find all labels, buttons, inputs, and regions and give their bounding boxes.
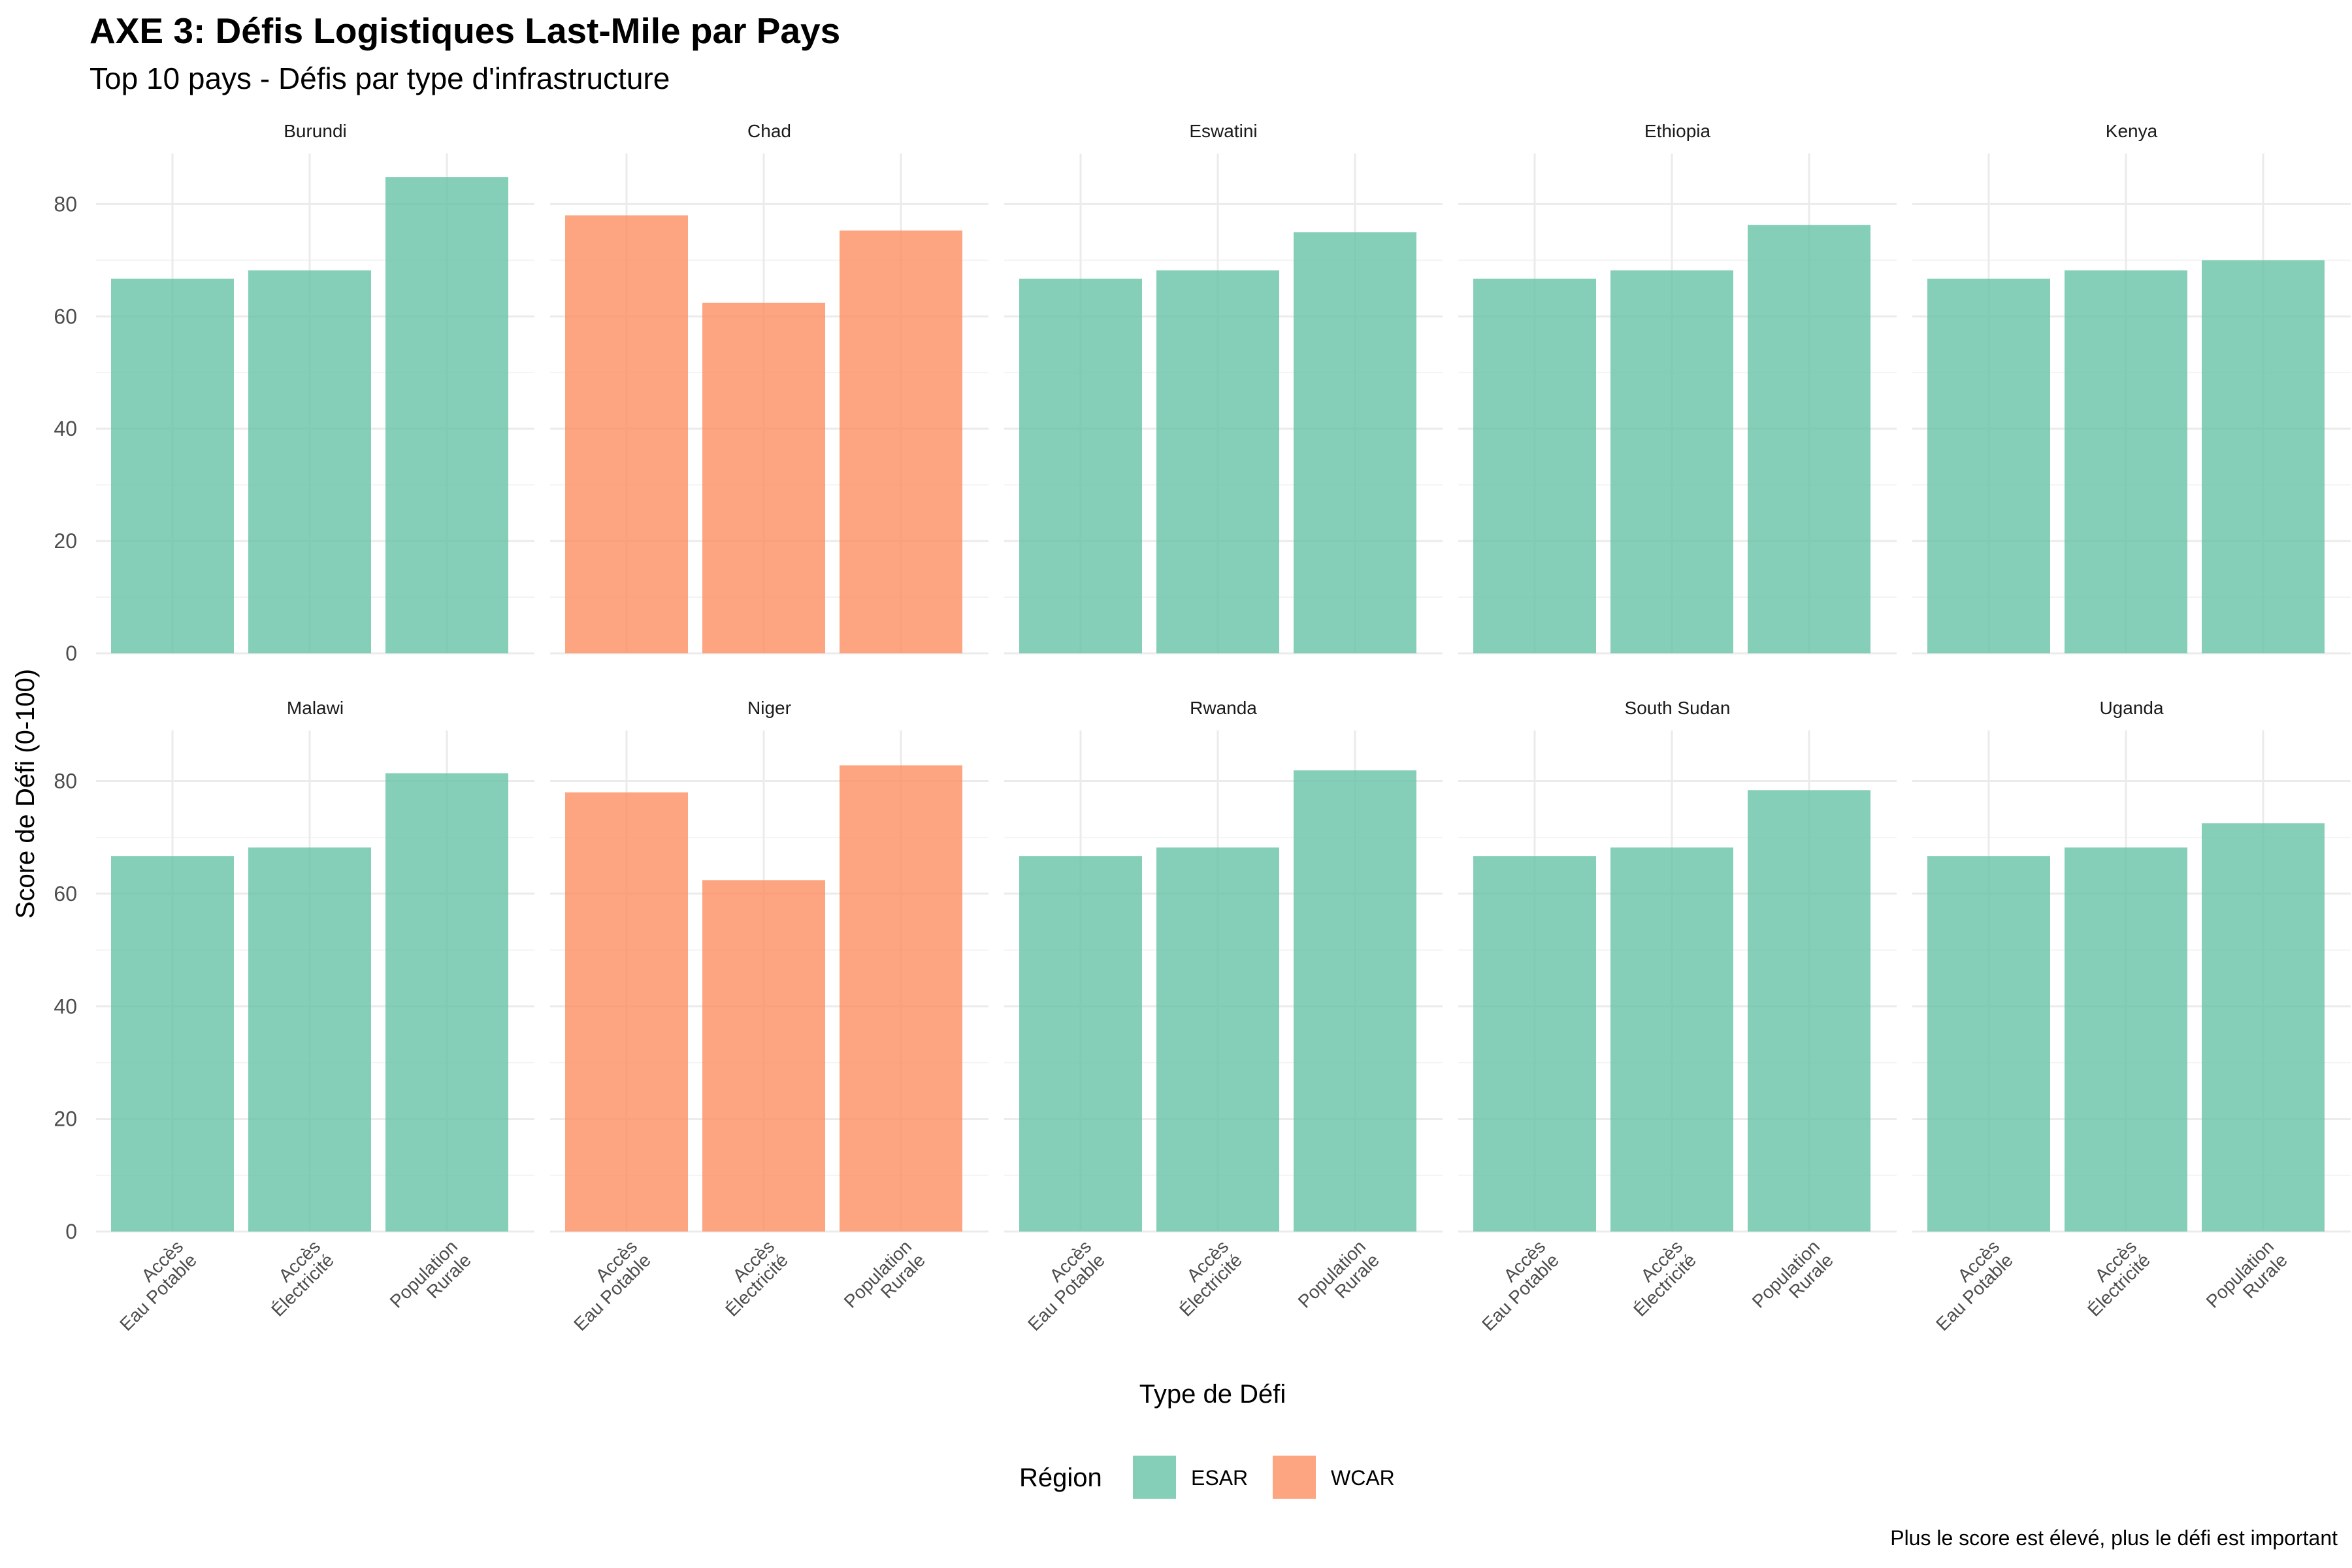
- facet-panels: Burundi 0 20 40 60 80 Chad Eswatini Ethiopia Keny…: [54, 121, 2351, 1335]
- x-tick-label: PopulationRurale: [840, 1236, 929, 1325]
- chart-title: AXE 3: Défis Logistiques Last-Mile par P…: [90, 10, 840, 51]
- x-tick-label: AccèsEau Potable: [556, 1236, 655, 1335]
- bar: [1927, 856, 2050, 1232]
- y-tick-label: 80: [54, 192, 77, 216]
- bar: [111, 278, 234, 653]
- bar: [1156, 270, 1279, 654]
- bar: [1748, 790, 1870, 1232]
- bar: [1748, 225, 1870, 653]
- x-tick-label: PopulationRurale: [1748, 1236, 1837, 1325]
- y-tick-label: 0: [65, 642, 77, 665]
- x-tick-label: AccèsÉlectricité: [1616, 1236, 1700, 1320]
- bar: [385, 177, 508, 653]
- legend-label: ESAR: [1191, 1466, 1248, 1490]
- x-tick-label: AccèsÉlectricité: [253, 1236, 338, 1320]
- legend-swatch: [1133, 1456, 1176, 1499]
- bar: [248, 270, 371, 654]
- y-tick-label: 20: [54, 1107, 77, 1131]
- y-tick-label: 40: [54, 417, 77, 440]
- facet-panel: Rwanda AccèsEau Potable AccèsÉlectricité Po…: [1004, 698, 1443, 1335]
- y-tick-label: 20: [54, 529, 77, 553]
- facet-panel: Burundi 0 20 40 60 80: [54, 121, 534, 665]
- bar: [2202, 260, 2325, 654]
- bar: [1473, 278, 1596, 653]
- legend: Région ESAR WCAR: [1019, 1456, 1395, 1499]
- x-tick-label: AccèsÉlectricité: [2070, 1236, 2154, 1320]
- x-tick-label: AccèsEau Potable: [102, 1236, 201, 1335]
- facet-strip-label: Malawi: [287, 698, 344, 718]
- bar: [1610, 270, 1733, 654]
- facet-strip-label: Rwanda: [1190, 698, 1257, 718]
- facet-panel: South Sudan AccèsEau Potable AccèsÉlectric…: [1458, 698, 1897, 1335]
- y-tick-label: 60: [54, 882, 77, 906]
- bar: [2065, 270, 2187, 654]
- bar: [248, 847, 371, 1232]
- y-axis-title: Score de Défi (0-100): [11, 669, 40, 919]
- bar: [1019, 278, 1142, 653]
- bar: [1927, 278, 2050, 653]
- facet-panel: Ethiopia: [1458, 121, 1897, 655]
- x-tick-label: PopulationRurale: [386, 1236, 475, 1325]
- legend-title: Région: [1019, 1463, 1102, 1492]
- y-tick-label: 80: [54, 770, 77, 793]
- bar: [702, 302, 825, 653]
- facet-strip-label: Uganda: [2099, 698, 2164, 718]
- bar: [2202, 823, 2325, 1232]
- bar: [840, 765, 962, 1232]
- bar: [2065, 847, 2187, 1232]
- facet-strip-label: Burundi: [284, 121, 347, 141]
- facet-panel: Eswatini: [1004, 121, 1443, 655]
- x-tick-label: PopulationRurale: [1294, 1236, 1383, 1325]
- y-tick-label: 60: [54, 304, 77, 328]
- facet-panel: Malawi 0 20 40 60 80 AccèsEau Potable AccèsÉlec…: [54, 698, 534, 1335]
- x-tick-label: PopulationRurale: [2202, 1236, 2291, 1325]
- bar: [565, 215, 688, 654]
- facet-strip-label: Eswatini: [1189, 121, 1257, 141]
- facet-strip-label: Niger: [747, 698, 791, 718]
- facet-panel: Uganda AccèsEau Potable AccèsÉlectricité Po…: [1912, 698, 2351, 1335]
- x-tick-label: AccèsEau Potable: [1918, 1236, 2017, 1335]
- bar: [702, 880, 825, 1232]
- chart-caption: Plus le score est élevé, plus le défi es…: [1890, 1526, 2338, 1550]
- bar: [1156, 847, 1279, 1232]
- legend-swatch: [1273, 1456, 1316, 1499]
- bar: [840, 230, 962, 653]
- legend-label: WCAR: [1331, 1466, 1395, 1490]
- facet-strip-label: Ethiopia: [1644, 121, 1711, 141]
- facet-strip-label: Chad: [747, 121, 791, 141]
- bar: [1610, 847, 1733, 1232]
- bar: [385, 773, 508, 1232]
- bar: [1019, 856, 1142, 1232]
- facet-panel: Kenya: [1912, 121, 2351, 655]
- bar: [111, 856, 234, 1232]
- bar: [565, 792, 688, 1232]
- x-tick-label: AccèsEau Potable: [1010, 1236, 1109, 1335]
- x-tick-label: AccèsÉlectricité: [708, 1236, 792, 1320]
- y-tick-label: 0: [65, 1220, 77, 1243]
- chart-subtitle: Top 10 pays - Défis par type d'infrastru…: [90, 61, 670, 95]
- bar: [1294, 770, 1416, 1232]
- x-axis-title: Type de Défi: [1139, 1380, 1286, 1409]
- facet-strip-label: South Sudan: [1625, 698, 1731, 718]
- y-tick-label: 40: [54, 994, 77, 1018]
- facet-strip-label: Kenya: [2106, 121, 2158, 141]
- facet-panel: Chad: [550, 121, 988, 655]
- x-tick-label: AccèsEau Potable: [1464, 1236, 1563, 1335]
- facet-panel: Niger AccèsEau Potable AccèsÉlectricité Pop…: [550, 698, 988, 1335]
- x-tick-label: AccèsÉlectricité: [1162, 1236, 1246, 1320]
- bar: [1473, 856, 1596, 1232]
- bar: [1294, 232, 1416, 654]
